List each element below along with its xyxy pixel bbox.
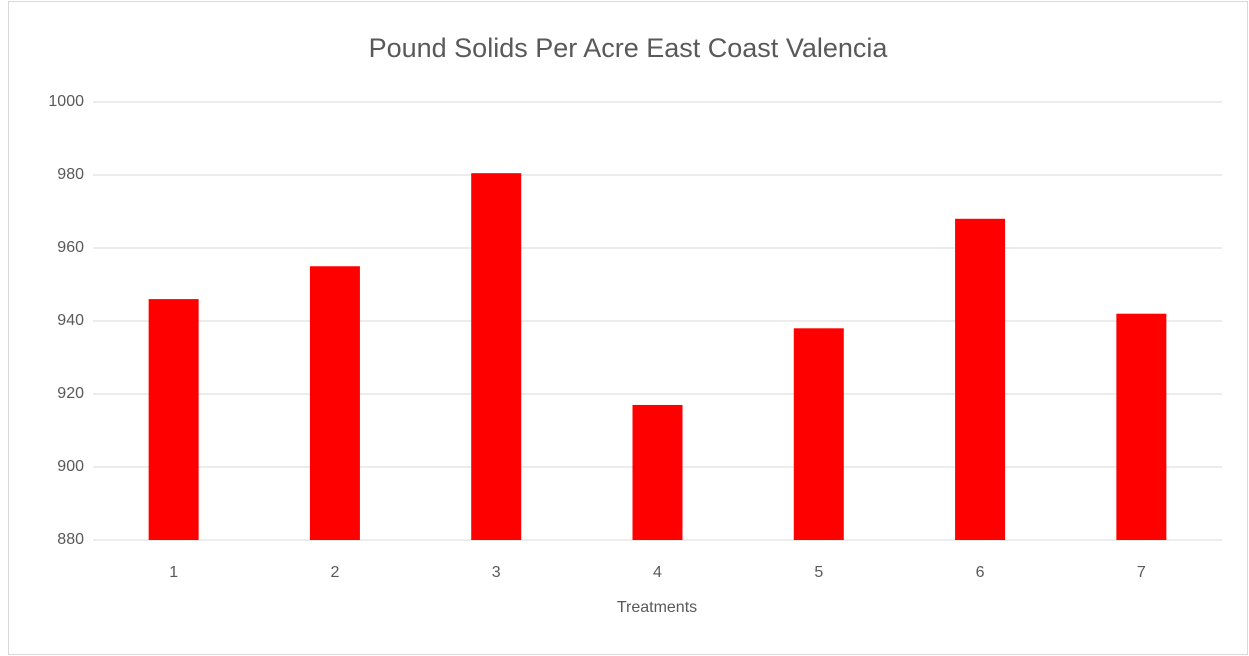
x-tick-label: 5	[814, 564, 823, 581]
chart-title: Pound Solids Per Acre East Coast Valenci…	[369, 33, 889, 63]
x-tick-label: 2	[330, 564, 339, 581]
bar	[471, 173, 522, 541]
bar	[309, 266, 360, 540]
y-tick-label: 960	[57, 239, 84, 256]
y-tick-label: 920	[57, 385, 84, 402]
y-tick-label: 980	[57, 166, 84, 183]
bar	[1116, 313, 1167, 540]
x-axis-title: Treatments	[617, 599, 697, 616]
y-tick-label: 1000	[48, 93, 84, 110]
bar	[632, 404, 683, 540]
y-tick-label: 900	[57, 458, 84, 475]
chart-frame	[8, 1, 1248, 655]
x-tick-label: 1	[169, 564, 178, 581]
bar	[955, 218, 1006, 541]
bar	[148, 299, 199, 540]
y-tick-label: 880	[57, 531, 84, 548]
x-tick-label: 4	[653, 564, 662, 581]
x-tick-label: 7	[1137, 564, 1146, 581]
y-tick-label: 940	[57, 312, 84, 329]
bar	[793, 328, 844, 540]
x-tick-label: 6	[976, 564, 985, 581]
x-tick-label: 3	[492, 564, 501, 581]
